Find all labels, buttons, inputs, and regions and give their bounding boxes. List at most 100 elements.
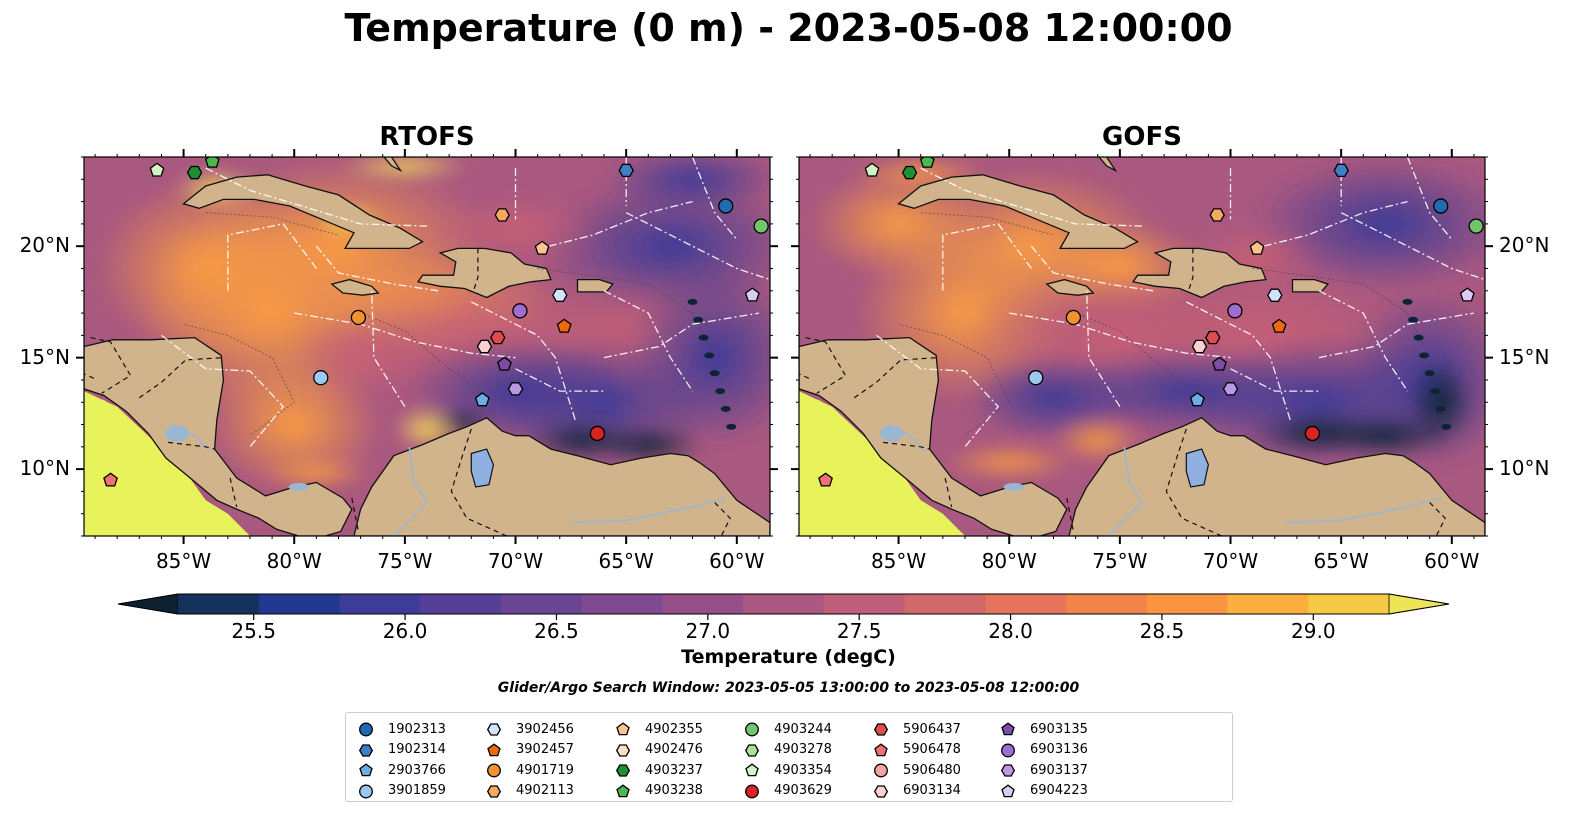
eez-boundary [603,312,760,359]
colorbar-tick-label: 26.5 [534,619,579,643]
lat-tick-label-right: 15°N [1499,344,1550,369]
pentagon-marker-icon [359,763,373,777]
legend-column: 4902355 4902476 4903237 4903238 [615,719,703,801]
eez-boundary [161,334,285,448]
legend-marker [1001,784,1015,798]
temperature-region [261,457,372,490]
float-5906478 [818,472,833,487]
legend-marker [615,744,631,757]
float-6903135 [497,356,512,371]
temperature-region [338,157,472,180]
lat-tick-label-left: 20°N [19,233,70,258]
border-line [714,502,731,536]
cuba-land [897,174,1139,250]
temperature-region [942,444,1076,481]
legend-float-id: 4903354 [774,762,832,778]
gofs-map [791,149,1493,544]
colorbar-level [420,594,502,614]
eez-boundary [315,245,439,292]
float-6904223 [744,287,760,302]
legend-item: 5906437 [873,719,961,740]
legend-marker [358,744,374,757]
eez-boundary [1186,301,1291,421]
lake-maracaibo [470,448,495,488]
float-4903629 [1304,425,1321,442]
bathymetry-contour [360,312,494,403]
float-4903238 [919,157,935,168]
float-6903136 [1227,303,1243,319]
temperature-region [95,179,317,358]
circle-marker-icon [745,784,759,799]
legend-float-id: 6903135 [1030,721,1088,737]
temperature-region [626,268,770,447]
float-3902456 [1267,288,1283,302]
lake [288,482,309,491]
colorbar-tick-label: 28.0 [988,619,1033,643]
hexagon-marker-icon [486,723,502,736]
bahamas-land [1098,157,1118,173]
float-6903134 [476,339,493,354]
lesser-antilles-island [715,388,726,395]
lake [1003,482,1024,491]
lon-tick-label: 65°W [598,549,654,573]
eez-boundary [1230,368,1319,392]
float-4901719 [1065,309,1082,326]
lesser-antilles-island [1419,352,1430,359]
legend-float-id: 6903134 [903,783,961,799]
colorbar-level [1066,594,1148,614]
gofs-title: GOFS [1102,122,1182,152]
float-4903237 [186,165,203,180]
legend-float-id: 4902113 [516,783,574,799]
legend-marker [487,763,501,778]
search-window-text: Glider/Argo Search Window: 2023-05-05 13… [497,680,1080,696]
float-4903354 [864,162,880,177]
circle-marker-icon [1001,743,1015,758]
legend-item: 6904223 [1000,781,1088,802]
legend-item: 4902113 [486,781,574,802]
legend-marker [745,722,759,737]
pentagon-marker-icon [745,763,759,777]
legend-marker [1000,764,1016,777]
legend-item: 4902355 [615,719,703,740]
legend-float-id: 1902313 [388,721,446,737]
lon-tick-label: 80°W [266,549,322,573]
legend-float-id: 3902456 [516,721,574,737]
legend-item: 4903244 [744,719,832,740]
legend-float-id: 4901719 [516,762,574,778]
eez-boundary [1263,200,1408,247]
lon-tick-label: 60°W [709,549,765,573]
float-4901719 [350,309,367,326]
legend-item: 1902313 [358,719,446,740]
float-3901859 [313,370,329,386]
colorbar-level [904,594,986,614]
lesser-antilles-island [720,405,731,412]
float-1902313 [718,198,734,214]
float-6903136 [512,303,528,319]
float-6904223 [1459,287,1475,302]
legend-marker [616,784,630,798]
float-6903134 [1191,339,1208,354]
legend-marker [873,785,889,798]
eez-boundary [603,290,694,392]
lat-tick-label-right: 10°N [1499,456,1550,481]
eez-boundary [1406,157,1453,240]
legend-marker [1001,722,1015,736]
lesser-antilles-island [1424,370,1435,377]
colorbar-tick-label: 28.5 [1139,619,1185,643]
float-4903354 [149,162,165,177]
eez-boundary [515,368,604,392]
colorbar-level [1227,594,1309,614]
lon-tick-label: 60°W [1424,549,1480,573]
float-4903629 [589,425,606,442]
temperature-region [427,194,605,262]
legend-item: 6903137 [1000,760,1088,781]
legend-marker [745,763,759,777]
legend-item: 2903766 [358,760,446,781]
legend-float-id: 5906478 [903,742,961,758]
lon-tick-label: 85°W [870,549,927,573]
float-4902355 [1249,240,1265,255]
central-america-land [799,336,1068,536]
central-america-land [84,336,353,536]
lake-nicaragua [879,425,904,442]
eez-boundary [1318,290,1409,392]
